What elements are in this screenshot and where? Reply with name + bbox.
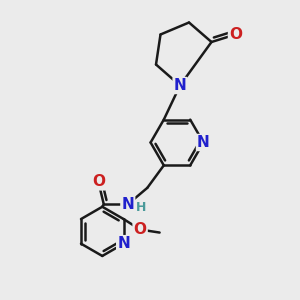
Text: O: O	[134, 222, 147, 237]
Text: N: N	[117, 236, 130, 251]
Text: O: O	[92, 174, 105, 189]
Text: N: N	[122, 197, 134, 212]
Text: O: O	[229, 27, 242, 42]
Text: N: N	[197, 135, 210, 150]
Text: H: H	[136, 201, 146, 214]
Text: N: N	[174, 78, 186, 93]
